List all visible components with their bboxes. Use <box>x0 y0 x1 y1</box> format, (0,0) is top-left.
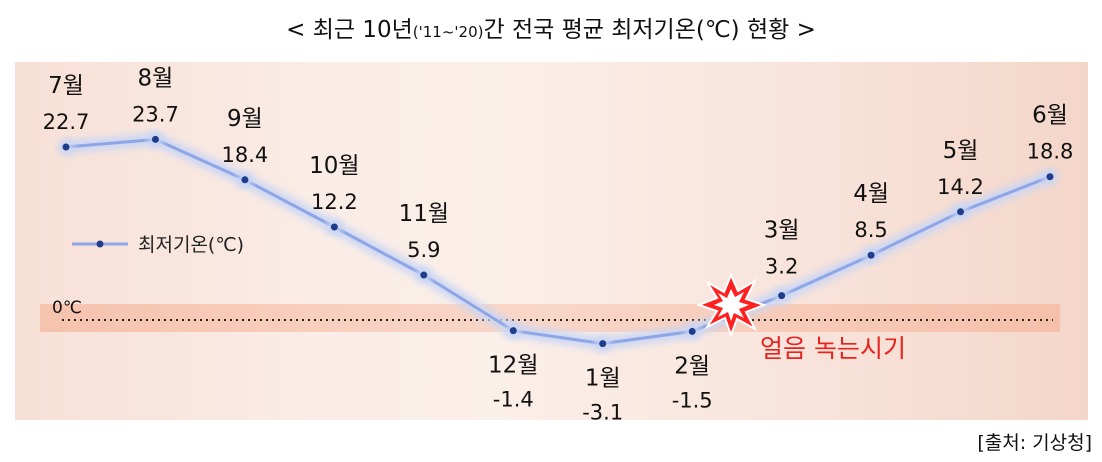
data-point <box>867 251 875 259</box>
value-label: 22.7 <box>43 110 90 134</box>
value-label: -1.4 <box>493 388 534 412</box>
month-label: 4월 <box>853 181 889 207</box>
month-label: 12월 <box>488 353 538 379</box>
series-line <box>65 137 1051 346</box>
month-label: 3월 <box>764 218 800 244</box>
data-point <box>151 135 159 143</box>
data-point <box>241 176 249 184</box>
title-range: ('11~'20) <box>412 23 484 41</box>
title-prefix: < 최근 10년 <box>286 17 413 43</box>
zero-band <box>40 304 1060 332</box>
value-label: 12.2 <box>311 190 358 214</box>
data-point <box>330 223 338 231</box>
data-point <box>688 327 696 335</box>
month-label: 6월 <box>1032 103 1068 129</box>
legend-marker <box>96 240 104 248</box>
month-label: 10월 <box>309 153 359 179</box>
data-point <box>62 143 70 151</box>
chart-title: < 최근 10년('11~'20)간 전국 평균 최저기온(℃) 현황 > <box>0 10 1102 44</box>
value-label: 5.9 <box>407 238 440 262</box>
zero-line-label: 0℃ <box>52 298 82 318</box>
annotation-label: 얼음 녹는시기 <box>760 334 906 363</box>
month-label: 8월 <box>138 65 174 91</box>
month-label: 11월 <box>399 201 449 227</box>
month-label: 2월 <box>674 353 710 379</box>
value-label: 23.7 <box>132 102 179 126</box>
legend-label: 최저기온(℃) <box>138 234 244 256</box>
value-label: 8.5 <box>854 218 887 242</box>
burst-inner <box>714 289 749 321</box>
data-point <box>778 292 786 300</box>
value-label: -3.1 <box>582 401 623 425</box>
data-point <box>420 271 428 279</box>
melting-burst-icon <box>696 272 767 338</box>
data-point <box>509 327 517 335</box>
title-suffix: 간 전국 평균 최저기온(℃) 현황 > <box>483 17 816 43</box>
data-point <box>599 340 607 348</box>
month-label: 5월 <box>943 138 979 164</box>
month-label: 1월 <box>585 366 621 392</box>
value-label: 3.2 <box>765 255 798 279</box>
value-label: -1.5 <box>672 388 713 412</box>
source-label: [출처: 기상청] <box>977 432 1092 454</box>
value-label: 14.2 <box>937 175 984 199</box>
data-point <box>1046 173 1054 181</box>
value-label: 18.8 <box>1027 140 1074 164</box>
labels-layer: 7월 22.7 8월 23.7 9월 18.4 10월 12.2 11월 5.9 12월 -1.4 1월… <box>43 65 1074 424</box>
month-label: 7월 <box>48 73 84 99</box>
series-layer <box>58 131 1058 352</box>
month-label: 9월 <box>227 106 263 132</box>
legend: 최저기온(℃) <box>72 234 244 256</box>
data-point <box>957 208 965 216</box>
value-label: 18.4 <box>222 143 269 167</box>
